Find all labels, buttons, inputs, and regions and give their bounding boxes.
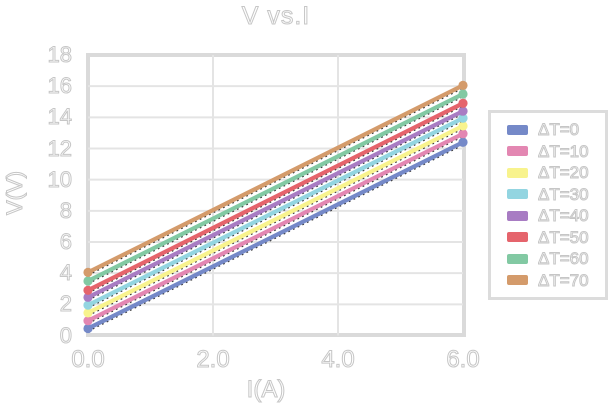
legend-swatch xyxy=(507,167,528,178)
x-tick-label: 2.0 xyxy=(196,346,230,373)
legend-label: ΔT=30 xyxy=(538,184,590,204)
legend-label: ΔT=50 xyxy=(538,227,590,247)
legend-swatch xyxy=(507,232,528,243)
legend-label: ΔT=10 xyxy=(538,141,590,161)
legend-item: ΔT=0 xyxy=(507,119,605,141)
legend-label: ΔT=70 xyxy=(538,270,590,290)
legend-item: ΔT=20 xyxy=(507,162,605,184)
legend-swatch xyxy=(507,189,528,200)
y-tick-label: 8 xyxy=(59,197,72,223)
legend-swatch xyxy=(507,124,528,135)
y-tick-label: 10 xyxy=(47,166,72,192)
legend-swatch xyxy=(507,210,528,221)
legend-item: ΔT=50 xyxy=(507,227,605,249)
y-tick-label: 14 xyxy=(47,104,72,130)
legend-swatch xyxy=(507,253,528,264)
legend-label: ΔT=20 xyxy=(538,163,590,183)
x-tick-label: 0.0 xyxy=(71,346,105,373)
legend-swatch xyxy=(507,146,528,157)
legend-swatch xyxy=(507,275,528,286)
legend-item: ΔT=30 xyxy=(507,184,605,206)
y-tick-label: 12 xyxy=(47,135,72,161)
legend-item: ΔT=40 xyxy=(507,205,605,227)
legend: ΔT=0 ΔT=10 ΔT=20 ΔT=30 ΔT=40 ΔT=50 ΔT=60 ΔT=70 xyxy=(488,110,608,300)
legend-item: ΔT=60 xyxy=(507,248,605,270)
x-tick-label: 4.0 xyxy=(321,346,355,373)
chart-title: V vs.I xyxy=(241,2,311,31)
y-tick-label: 6 xyxy=(59,229,72,254)
y-axis-title: V(V) xyxy=(2,171,28,216)
y-tick-label: 16 xyxy=(47,73,72,99)
legend-label: ΔT=60 xyxy=(538,249,590,269)
legend-label: ΔT=0 xyxy=(537,120,580,140)
y-tick-label: 2 xyxy=(59,291,72,317)
y-tick-label: 18 xyxy=(47,42,72,67)
y-tick-label: 0 xyxy=(59,322,72,348)
legend-label: ΔT=40 xyxy=(538,206,590,226)
plot-area xyxy=(86,53,466,337)
legend-item: ΔT=10 xyxy=(507,141,605,163)
y-tick-label: 4 xyxy=(59,260,72,286)
x-tick-label: 6.0 xyxy=(446,346,480,373)
legend-item: ΔT=70 xyxy=(507,270,605,292)
x-axis-title: I(A) xyxy=(246,376,286,404)
